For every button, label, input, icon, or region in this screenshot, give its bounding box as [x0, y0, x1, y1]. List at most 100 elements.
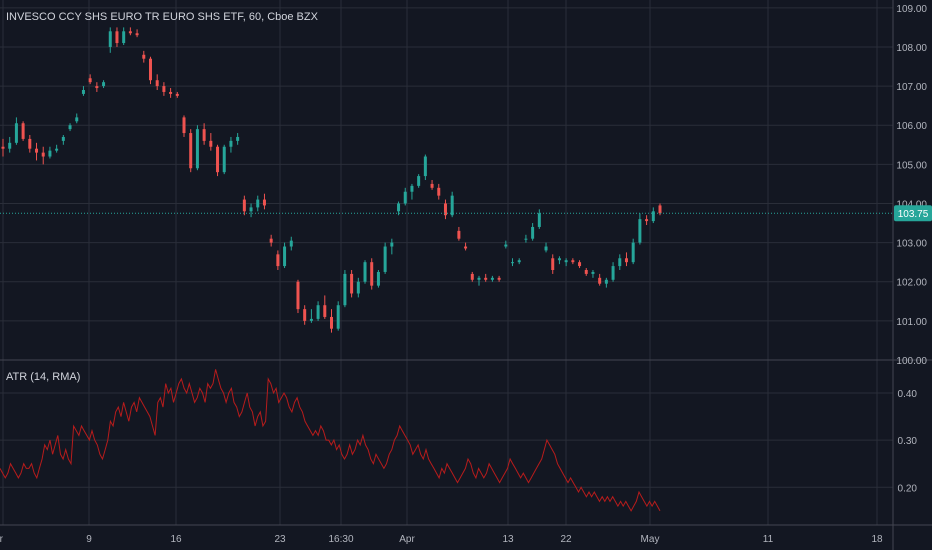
time-tick-label: 11	[763, 534, 774, 545]
candle-body	[256, 199, 260, 208]
candle-down	[148, 56, 152, 85]
candle-up	[631, 238, 635, 265]
candle-body	[262, 199, 266, 206]
price-tick-label: 104.00	[896, 199, 927, 210]
candle-up	[108, 27, 112, 53]
candle-up	[222, 144, 226, 175]
candle-body	[202, 129, 206, 141]
candle-body	[578, 262, 582, 267]
price-tick-label: 101.00	[896, 317, 927, 328]
candle-up	[316, 301, 320, 321]
candle-body	[209, 140, 213, 147]
candle-down	[578, 260, 582, 269]
candle-up	[289, 236, 293, 251]
candle-body	[21, 123, 25, 139]
candle-body	[423, 156, 427, 177]
candle-down	[169, 88, 173, 98]
candle-body	[591, 271, 595, 274]
candle-up	[397, 201, 401, 216]
candle-body	[303, 309, 307, 321]
candle-body	[497, 277, 501, 280]
atr-layer	[0, 369, 661, 512]
time-tick-label: Apr	[399, 534, 415, 545]
candle-up	[55, 144, 59, 153]
candle-body	[169, 91, 173, 94]
candle-body	[128, 31, 132, 34]
candle-body	[464, 246, 468, 249]
last-price-badge: 103.75	[894, 205, 932, 222]
candle-down	[323, 295, 327, 319]
candle-up	[81, 86, 85, 96]
candle-down	[155, 74, 159, 90]
candle-down	[470, 271, 474, 282]
candle-down	[330, 309, 333, 333]
price-tick-label: 109.00	[896, 4, 927, 15]
candle-up	[423, 154, 427, 180]
candle-up	[343, 270, 347, 308]
candle-body	[417, 176, 421, 186]
candle-down	[142, 50, 146, 63]
candle-body	[457, 230, 461, 239]
candle-down	[624, 252, 628, 267]
candle-down	[437, 183, 441, 200]
candle-body	[376, 271, 380, 286]
candle-down	[497, 275, 501, 282]
candle-down	[175, 91, 179, 98]
time-tick-label: ar	[0, 534, 4, 545]
candle-body	[477, 277, 481, 280]
candle-body	[584, 270, 588, 274]
candle-body	[343, 273, 347, 306]
candle-body	[330, 316, 333, 329]
chart-title: INVESCO CCY SHS EURO TR EURO SHS ETF, 60…	[6, 11, 319, 23]
candle-body	[383, 246, 387, 272]
candle-up	[511, 258, 515, 267]
time-axis[interactable]: ar 9 16 23 16:30 Apr 13 22 May 11 18	[0, 534, 883, 545]
candle-up	[651, 207, 655, 224]
candle-body	[81, 90, 85, 94]
candle-body	[571, 260, 575, 263]
candle-body	[511, 262, 515, 264]
candle-body	[544, 246, 548, 251]
candle-body	[222, 146, 226, 173]
candle-up	[14, 117, 18, 145]
atr-axis[interactable]: 0.20 0.30 0.40	[898, 389, 918, 494]
candle-up	[8, 136, 12, 153]
candle-body	[41, 152, 45, 157]
price-axis[interactable]: 100.00 101.00 102.00 103.00 104.00 105.00 106.…	[896, 4, 927, 367]
price-tick-label: 100.00	[896, 356, 927, 367]
candle-up	[410, 183, 414, 200]
candle-body	[249, 207, 253, 212]
atr-grid	[0, 392, 893, 488]
candle-body	[189, 133, 193, 169]
candle-up	[403, 187, 407, 206]
candle-body	[618, 258, 622, 267]
atr-title: ATR (14, RMA)	[6, 371, 80, 383]
candle-down	[430, 180, 434, 190]
candle-body	[356, 281, 360, 294]
candle-body	[336, 305, 340, 329]
candle-up	[363, 260, 367, 284]
candle-up	[531, 223, 535, 241]
candle-up	[477, 275, 481, 286]
time-tick-label: 16:30	[328, 534, 353, 545]
price-tick-label: 106.00	[896, 121, 927, 132]
candle-body	[229, 140, 233, 147]
candle-up	[376, 270, 380, 288]
time-tick-label: 23	[274, 534, 286, 545]
candle-body	[531, 226, 535, 239]
candle-down	[645, 215, 649, 225]
time-tick-label: 16	[170, 534, 182, 545]
candle-body	[88, 78, 92, 83]
candle-body	[195, 129, 199, 169]
candle-body	[430, 183, 434, 188]
candle-body	[638, 219, 642, 243]
candle-body	[28, 138, 32, 149]
candle-body	[216, 146, 220, 173]
candle-up	[48, 146, 52, 159]
candle-down	[350, 270, 354, 298]
candle-body	[557, 258, 561, 261]
candle-down	[209, 133, 213, 151]
candle-down	[162, 82, 166, 96]
candle-up	[537, 209, 541, 229]
